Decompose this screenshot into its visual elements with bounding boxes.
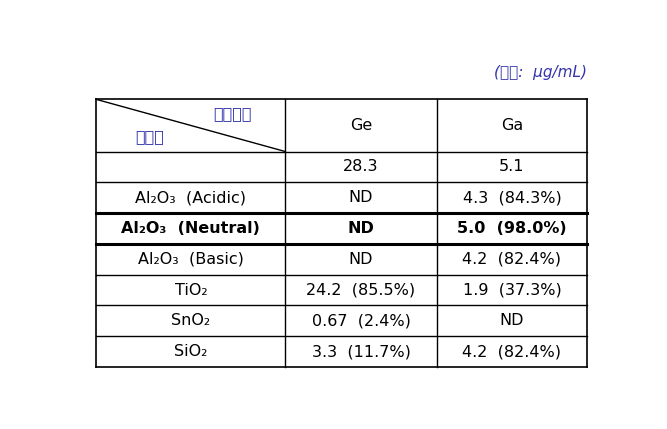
Text: 4.3  (84.3%): 4.3 (84.3%) [463,190,562,205]
Text: ND: ND [349,252,374,267]
Text: 흥샀제: 흥샀제 [135,130,163,145]
Text: Al₂O₃  (Acidic): Al₂O₃ (Acidic) [135,190,246,205]
Text: 5.0  (98.0%): 5.0 (98.0%) [457,221,567,236]
Text: Al₂O₃  (Basic): Al₂O₃ (Basic) [138,252,243,267]
Text: TiO₂: TiO₂ [175,283,207,298]
Text: 0.67  (2.4%): 0.67 (2.4%) [311,313,410,328]
Text: 기준물질: 기준물질 [213,106,251,121]
Text: SiO₂: SiO₂ [174,344,207,359]
Text: ND: ND [500,313,524,328]
Text: 24.2  (85.5%): 24.2 (85.5%) [306,283,416,298]
Text: 3.3  (11.7%): 3.3 (11.7%) [311,344,410,359]
Text: ND: ND [348,221,374,236]
Text: 28.3: 28.3 [344,160,379,175]
Text: 4.2  (82.4%): 4.2 (82.4%) [462,344,562,359]
Text: (단위:  μg/mL): (단위: μg/mL) [494,66,588,81]
Text: 5.1: 5.1 [499,160,525,175]
Text: Al₂O₃  (Neutral): Al₂O₃ (Neutral) [121,221,260,236]
Text: ND: ND [349,190,374,205]
Text: 1.9  (37.3%): 1.9 (37.3%) [463,283,562,298]
Text: SnO₂: SnO₂ [171,313,210,328]
Text: Ga: Ga [501,118,523,133]
Text: Ge: Ge [350,118,372,133]
Text: 4.2  (82.4%): 4.2 (82.4%) [462,252,562,267]
